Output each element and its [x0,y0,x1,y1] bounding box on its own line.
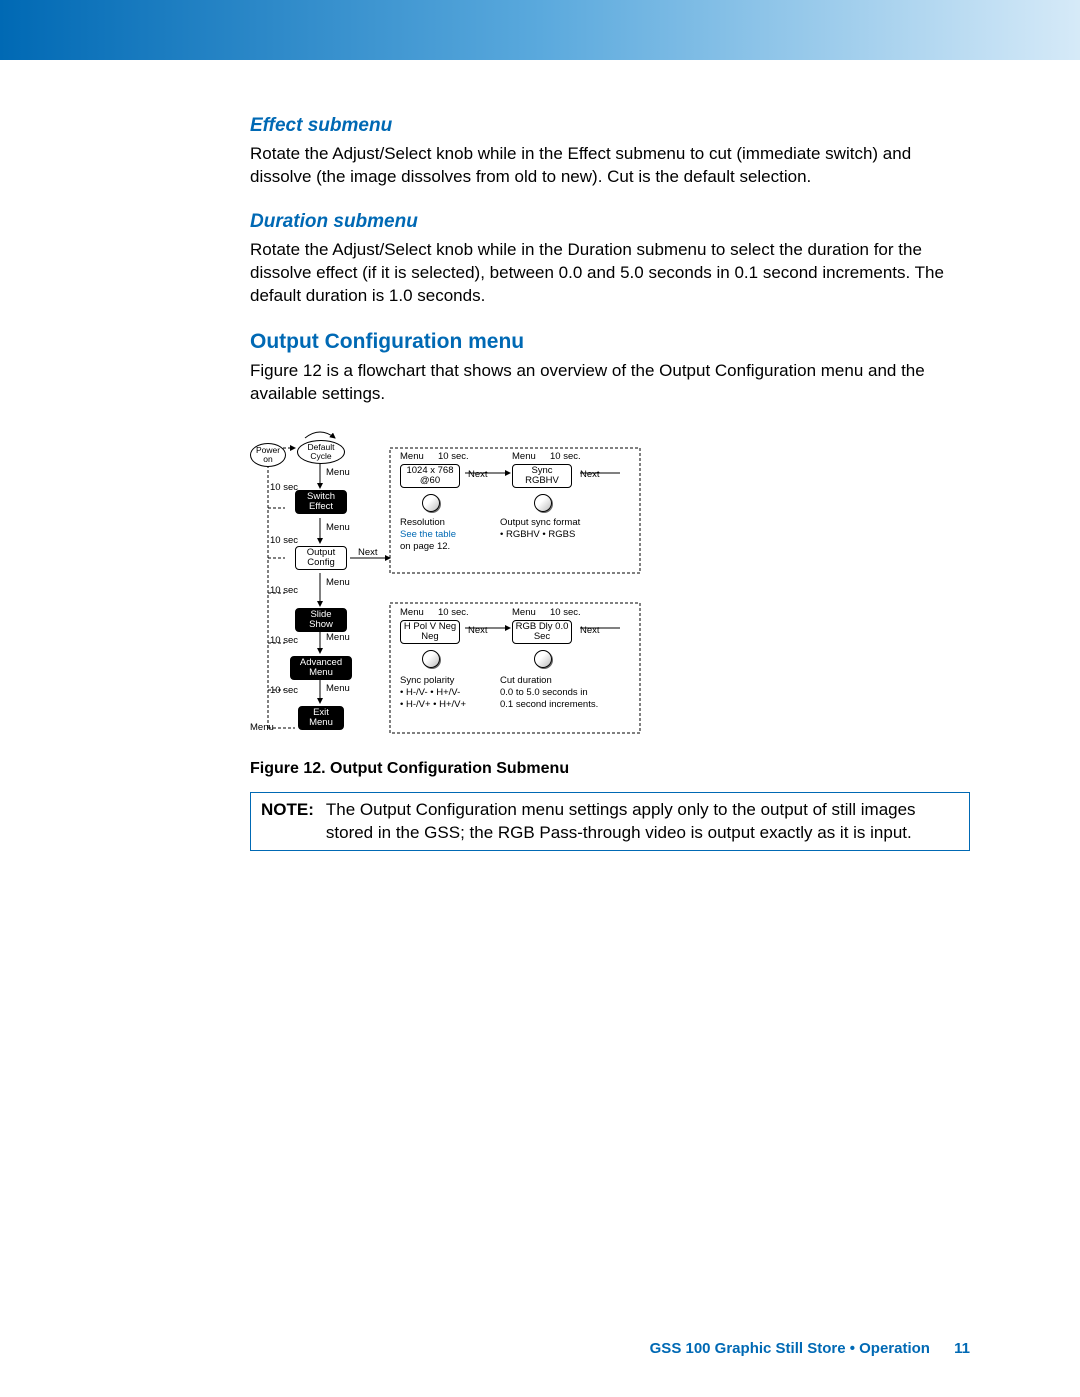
duration-heading: Duration submenu [250,211,970,233]
lbl-10s-l2: 10 sec. [550,608,581,618]
knob-icon-1 [422,494,440,512]
lbl-menu-1: Menu [326,468,350,478]
node-exit-menu: Exit Menu [298,706,344,730]
node-slide-show: Slide Show [295,608,347,632]
effect-body: Rotate the Adjust/Select knob while in t… [250,143,970,189]
lbl-10s-3: 10 sec [270,586,298,596]
lbl-see-table-1: See the table [400,530,456,540]
lbl-pol2: • H-/V+ • H+/V+ [400,700,466,710]
lbl-10s-u2: 10 sec. [550,452,581,462]
header-bar [0,0,1080,60]
knob-icon-3 [422,650,440,668]
note-label: NOTE: [261,799,326,845]
lbl-10s-1: 10 sec [270,483,298,493]
lbl-cut1: 0.0 to 5.0 seconds in [500,688,588,698]
note-text: The Output Configuration menu settings a… [326,799,959,845]
note-box: NOTE: The Output Configuration menu sett… [250,792,970,852]
output-body: Figure 12 is a flowchart that shows an o… [250,360,970,406]
footer-text: GSS 100 Graphic Still Store • Operation [650,1340,930,1357]
node-switch-effect: Switch Effect [295,490,347,514]
lbl-sync-polarity: Sync polarity [400,676,454,686]
lbl-10s-2: 10 sec [270,536,298,546]
node-advanced-menu: Advanced Menu [290,656,352,680]
lbl-menu-3: Menu [326,578,350,588]
effect-heading: Effect submenu [250,115,970,137]
lbl-menu-l1: Menu [400,608,424,618]
lbl-10s-u1: 10 sec. [438,452,469,462]
node-sync-box: Sync RGBHV [512,464,572,488]
lbl-resolution: Resolution [400,518,445,528]
lbl-menu-5: Menu [326,684,350,694]
lbl-pol1: • H-/V- • H+/V- [400,688,460,698]
lbl-menu-l2: Menu [512,608,536,618]
knob-icon-2 [534,494,552,512]
output-heading: Output Configuration menu [250,330,970,354]
figure-12-diagram: Power on Default Cycle Switch Effect Out… [250,428,660,748]
lbl-next-l2: Next [580,626,600,636]
lbl-cut-duration: Cut duration [500,676,552,686]
lbl-next-u2: Next [580,470,600,480]
lbl-menu-2: Menu [326,523,350,533]
lbl-10s-5: 10 sec [270,686,298,696]
figure-caption: Figure 12. Output Configuration Submenu [250,760,970,778]
node-power-on: Power on [250,443,286,467]
lbl-next-u1: Next [468,470,488,480]
node-rgb-box: RGB Dly 0.0 Sec [512,620,572,644]
lbl-menu-6: Menu [250,723,274,733]
page-footer: GSS 100 Graphic Still Store • Operation … [650,1340,970,1357]
duration-body: Rotate the Adjust/Select knob while in t… [250,239,970,308]
lbl-menu-4: Menu [326,633,350,643]
footer-page-number: 11 [954,1340,970,1357]
content-area: Effect submenu Rotate the Adjust/Select … [0,60,1080,851]
node-default-cycle: Default Cycle [297,440,345,464]
lbl-10s-l1: 10 sec. [438,608,469,618]
lbl-cut2: 0.1 second increments. [500,700,598,710]
node-resolution-box: 1024 x 768 @60 [400,464,460,488]
node-hpol-box: H Pol V Neg Neg [400,620,460,644]
lbl-menu-u1: Menu [400,452,424,462]
lbl-next-l1: Next [468,626,488,636]
lbl-menu-u2: Menu [512,452,536,462]
lbl-output-sync: Output sync format [500,518,580,528]
lbl-10s-4: 10 sec [270,636,298,646]
knob-icon-4 [534,650,552,668]
lbl-sync-opts: • RGBHV • RGBS [500,530,575,540]
lbl-see-table-2: on page 12. [400,542,450,552]
node-output-config: Output Config [295,546,347,570]
lbl-next-left: Next [358,548,378,558]
